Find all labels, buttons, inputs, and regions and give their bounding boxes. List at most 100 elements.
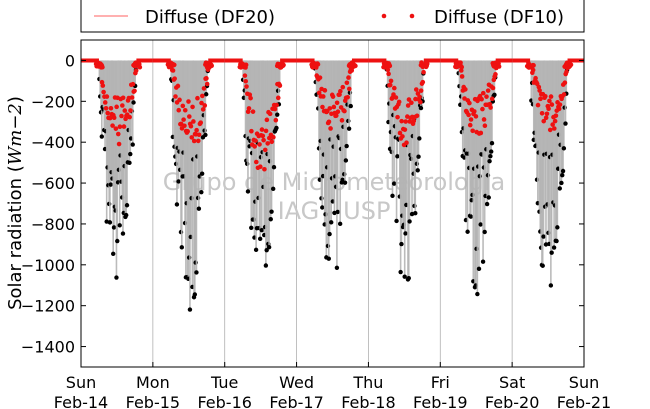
- x-axis: SunFeb-14MonFeb-15TueFeb-16WedFeb-17ThuF…: [54, 362, 611, 409]
- df10-point: [550, 122, 555, 127]
- df10-point: [257, 142, 262, 147]
- x-tick-label-date: Feb-14: [54, 393, 108, 409]
- x-grid: [152, 40, 513, 367]
- df10-point: [413, 87, 419, 92]
- df10-point: [177, 97, 182, 103]
- df10-point: [130, 81, 136, 87]
- df10-point: [127, 114, 132, 120]
- df10-point: [421, 69, 426, 75]
- df20-point: [99, 134, 105, 139]
- df20-point: [478, 222, 483, 227]
- x-tick-label-day: Wed: [279, 373, 314, 392]
- df10-point: [544, 111, 550, 117]
- df20-point: [268, 217, 273, 222]
- df20-point: [108, 182, 113, 187]
- df10-point: [330, 94, 336, 99]
- df10-point: [386, 71, 391, 77]
- df20-point: [561, 146, 567, 151]
- df10-point: [129, 95, 135, 100]
- df10-point: [316, 90, 322, 96]
- legend-dot-df10-1: [381, 13, 387, 19]
- df10-point: [459, 74, 465, 79]
- legend-dot-df10-2: [409, 13, 415, 19]
- df10-point: [204, 81, 210, 87]
- df10-point: [262, 166, 267, 172]
- df10-point: [201, 86, 207, 91]
- df20-point: [266, 244, 272, 250]
- df10-point: [347, 86, 352, 92]
- df10-point: [340, 84, 346, 90]
- df10-point: [260, 133, 266, 139]
- df20-point: [111, 251, 116, 256]
- df10-point: [137, 64, 143, 70]
- df10-point: [466, 112, 471, 118]
- y-tick-label: 0: [65, 51, 75, 70]
- df20-point: [275, 112, 280, 117]
- df10-point: [537, 88, 542, 93]
- x-tick-label-day: Sat: [499, 373, 525, 392]
- df10-point: [480, 90, 486, 96]
- df10-point: [248, 95, 253, 101]
- df10-point: [331, 104, 337, 110]
- df10-point: [538, 96, 543, 102]
- df20-point: [541, 234, 546, 239]
- df10-point: [320, 104, 325, 110]
- df10-point: [204, 76, 209, 81]
- df10-point: [543, 115, 549, 121]
- df10-point: [265, 141, 270, 146]
- df20-point: [559, 180, 564, 186]
- df10-point: [182, 123, 187, 129]
- df10-point: [119, 113, 124, 119]
- df20-point: [488, 154, 493, 159]
- df10-point: [187, 114, 192, 119]
- y-tick-label: −1200: [21, 297, 75, 316]
- df10-point: [387, 82, 393, 88]
- df10-point: [100, 83, 106, 88]
- df10-point: [128, 108, 133, 113]
- df10-point: [108, 105, 114, 111]
- x-tick-label-date: Feb-19: [413, 393, 467, 409]
- df10-point: [353, 63, 358, 69]
- df20-point: [327, 231, 332, 237]
- df10-point: [122, 108, 128, 113]
- df20-point: [179, 245, 185, 250]
- df10-point: [191, 119, 196, 124]
- df10-point: [467, 100, 472, 106]
- df10-point: [102, 100, 108, 105]
- df10-point: [209, 63, 214, 69]
- x-tick-label-date: Feb-16: [197, 393, 251, 409]
- df10-point: [564, 69, 569, 75]
- df10-point: [404, 140, 409, 146]
- df20-point: [348, 103, 353, 109]
- df10-point: [327, 106, 333, 111]
- df10-point: [551, 126, 557, 131]
- df20-point: [398, 269, 403, 275]
- df10-point: [479, 96, 484, 102]
- df20-point: [120, 231, 126, 236]
- df10-point: [263, 128, 269, 134]
- df10-point: [173, 94, 178, 99]
- y-axis-label-suffix: ): [5, 96, 26, 103]
- df10-point: [277, 83, 283, 88]
- df20-point: [492, 92, 497, 98]
- df10-point: [485, 88, 491, 93]
- df20-point: [128, 151, 133, 157]
- df20-point: [257, 236, 263, 242]
- df10-point: [496, 64, 502, 69]
- df10-point: [536, 84, 542, 90]
- df20-point: [489, 149, 494, 154]
- df10-point: [546, 106, 551, 112]
- df20-point: [554, 238, 559, 244]
- df10-point: [418, 88, 424, 93]
- df10-point: [180, 103, 186, 109]
- df20-point: [395, 154, 400, 159]
- df10-point: [393, 95, 399, 100]
- df10-point: [326, 119, 332, 125]
- df20-point: [407, 219, 412, 224]
- df20-point: [476, 266, 482, 272]
- df10-point: [547, 98, 552, 104]
- df10-point: [388, 78, 394, 84]
- df10-point: [420, 79, 426, 85]
- df20-point: [269, 209, 274, 214]
- x-tick-label-day: Tue: [210, 373, 238, 392]
